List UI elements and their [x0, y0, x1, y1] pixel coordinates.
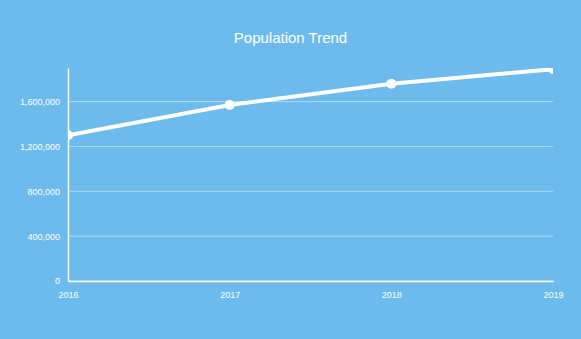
line: [68, 69, 553, 135]
y-tick: 400,000: [27, 232, 68, 242]
x-axis: 2016 2017 2018 2019: [58, 281, 563, 300]
data-marks: [68, 68, 553, 140]
x-tick: 2017: [220, 281, 240, 300]
plot: 0400,000800,0001,200,0001,600,0002016201…: [20, 64, 564, 300]
grid-line: [68, 101, 553, 102]
point: [225, 100, 235, 110]
x-tick: 2019: [543, 281, 563, 300]
x-tick-label: 2018: [382, 290, 402, 300]
title: Population Trend: [234, 29, 347, 46]
x-tick-label: 2016: [58, 290, 78, 300]
point: [68, 130, 73, 140]
y-tick-label: 800,000: [27, 187, 60, 197]
background: [0, 0, 581, 339]
x-tick: 2018: [382, 281, 402, 300]
y-tick-label: 1,600,000: [20, 97, 60, 107]
y-tick-label: 1,200,000: [20, 142, 60, 152]
grid-line: [68, 146, 553, 147]
y-tick-label: 0: [55, 276, 60, 286]
y-tick: 1,200,000: [20, 142, 68, 152]
grid-line: [68, 191, 553, 192]
x-axis-line: [69, 281, 554, 283]
grid-line: [68, 236, 553, 237]
y-axis-line: [68, 69, 70, 282]
grid: [68, 102, 553, 281]
chart: 0400,000800,0001,200,0001,600,0002016201…: [0, 0, 581, 339]
point: [548, 68, 553, 74]
y-axis: 0 400,000 800,000 1,200,000 1,600,000: [20, 69, 69, 287]
grid-line: [68, 281, 553, 282]
y-tick: 1,600,000: [20, 97, 68, 107]
x-tick: 2016: [58, 281, 78, 300]
point: [386, 79, 396, 89]
x-tick-label: 2017: [220, 290, 240, 300]
y-tick: 0: [55, 276, 68, 286]
x-tick-label: 2019: [543, 290, 563, 300]
y-tick-label: 400,000: [27, 232, 60, 242]
y-tick: 800,000: [27, 187, 68, 197]
